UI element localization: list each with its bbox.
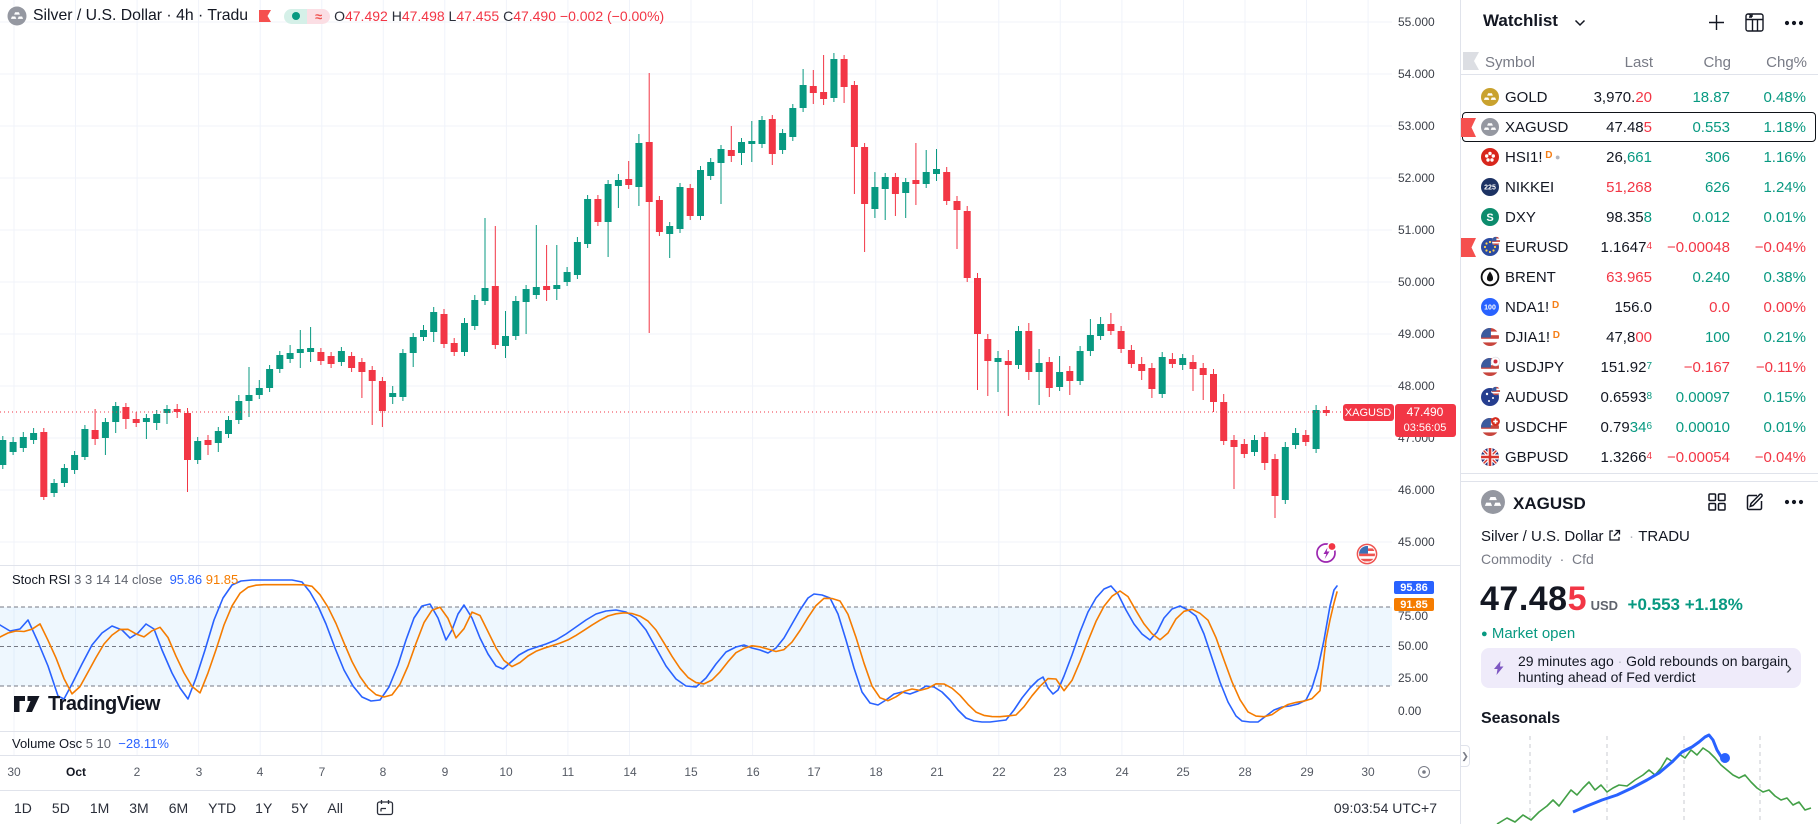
svg-text:53.000: 53.000 (1398, 119, 1435, 133)
svg-text:50.00: 50.00 (1398, 639, 1428, 653)
svg-text:25: 25 (1176, 765, 1190, 779)
svg-text:S: S (1486, 212, 1493, 224)
svg-text:30: 30 (1361, 765, 1375, 779)
svg-text:91.85: 91.85 (1400, 599, 1428, 611)
svg-text:25.00: 25.00 (1398, 671, 1428, 685)
svg-text:95.86: 95.86 (1400, 582, 1428, 594)
svg-text:100: 100 (1484, 305, 1496, 312)
svg-text:22: 22 (992, 765, 1006, 779)
svg-text:9: 9 (442, 765, 449, 779)
svg-text:17: 17 (807, 765, 821, 779)
svg-text:51.000: 51.000 (1398, 223, 1435, 237)
svg-text:55.000: 55.000 (1398, 15, 1435, 29)
svg-text:54.000: 54.000 (1398, 67, 1435, 81)
svg-text:24: 24 (1115, 765, 1129, 779)
svg-text:50.000: 50.000 (1398, 275, 1435, 289)
svg-text:49.000: 49.000 (1398, 327, 1435, 341)
svg-text:48.000: 48.000 (1398, 379, 1435, 393)
svg-text:03:56:05: 03:56:05 (1404, 422, 1447, 434)
svg-text:75.00: 75.00 (1398, 609, 1428, 623)
svg-text:XAGUSD: XAGUSD (1345, 407, 1392, 419)
svg-text:4: 4 (257, 765, 264, 779)
svg-text:45.000: 45.000 (1398, 535, 1435, 549)
svg-text:47.490: 47.490 (1407, 405, 1444, 419)
svg-text:8: 8 (380, 765, 387, 779)
svg-text:21: 21 (930, 765, 944, 779)
svg-text:52.000: 52.000 (1398, 171, 1435, 185)
svg-text:14: 14 (623, 765, 637, 779)
svg-text:29: 29 (1300, 765, 1314, 779)
svg-text:225: 225 (1484, 185, 1496, 192)
svg-text:30: 30 (7, 765, 21, 779)
svg-text:2: 2 (134, 765, 141, 779)
svg-text:46.000: 46.000 (1398, 483, 1435, 497)
svg-text:23: 23 (1053, 765, 1067, 779)
svg-text:15: 15 (684, 765, 698, 779)
svg-text:16: 16 (746, 765, 760, 779)
svg-text:28: 28 (1238, 765, 1252, 779)
svg-text:Oct: Oct (66, 765, 86, 779)
svg-text:0.00: 0.00 (1398, 704, 1422, 718)
svg-text:11: 11 (562, 765, 575, 779)
svg-text:10: 10 (499, 765, 513, 779)
svg-text:3: 3 (196, 765, 203, 779)
svg-text:7: 7 (319, 765, 326, 779)
svg-text:18: 18 (869, 765, 883, 779)
